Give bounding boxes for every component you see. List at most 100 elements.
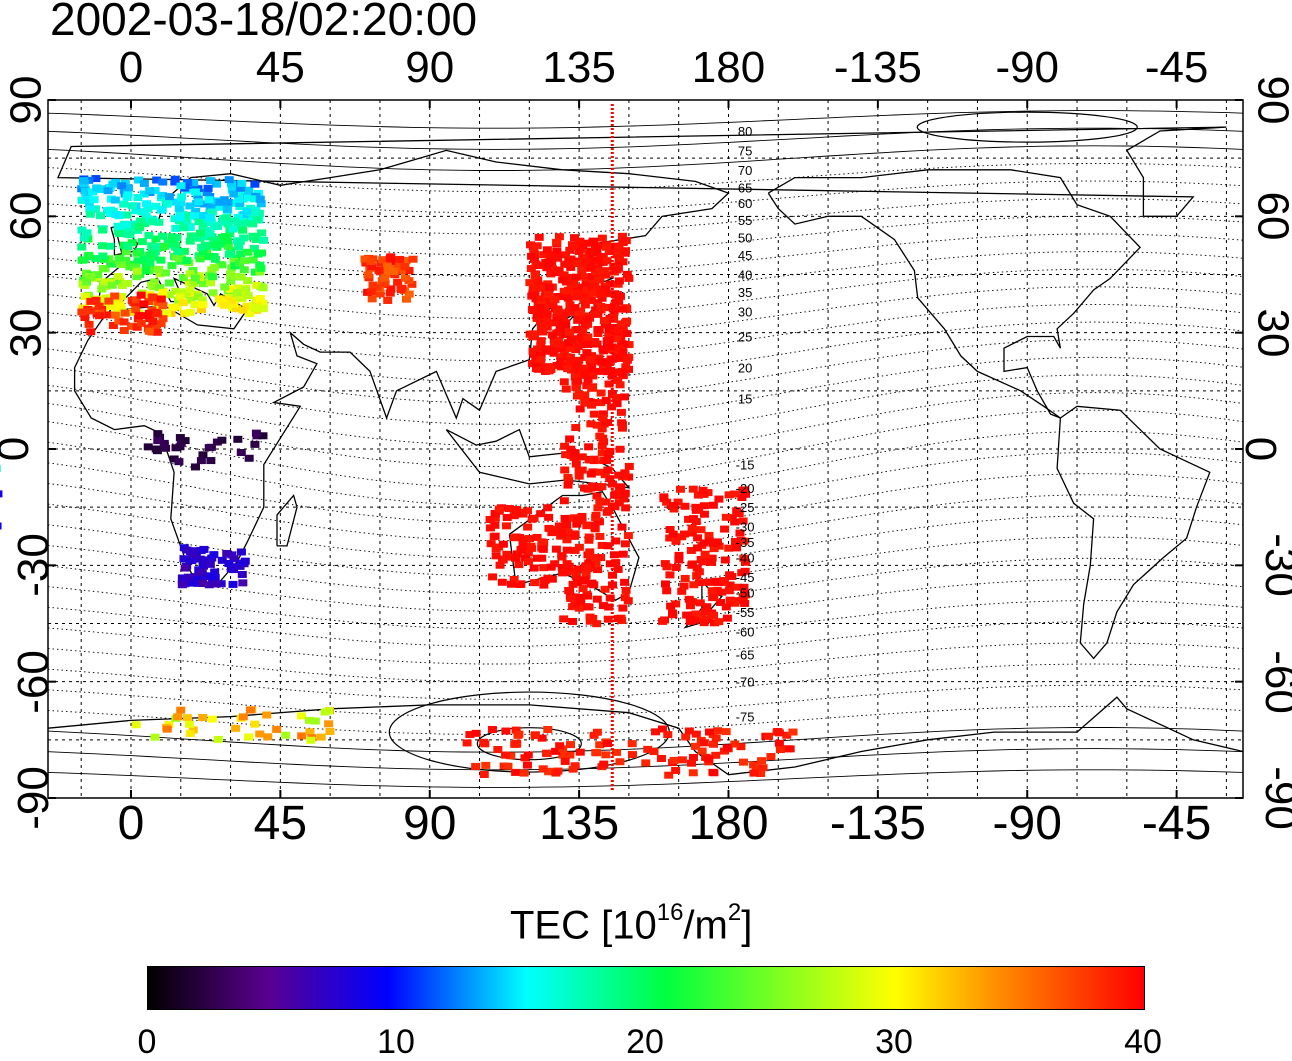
- tec-cell: [699, 739, 709, 747]
- tec-cell: [527, 544, 537, 552]
- tec-cell: [195, 255, 205, 263]
- tec-cell: [127, 239, 137, 247]
- tec-cell: [190, 463, 200, 471]
- tec-cell: [552, 308, 562, 316]
- tec-cell: [561, 451, 571, 459]
- tec-cell: [758, 764, 768, 772]
- tec-cell: [615, 445, 625, 453]
- tec-cell: [250, 305, 260, 313]
- tec-cell: [123, 242, 133, 250]
- tec-cell: [243, 292, 253, 300]
- tec-cell: [756, 769, 766, 777]
- tec-cell: [599, 760, 609, 768]
- tec-cell: [185, 237, 195, 245]
- tec-cell: [595, 497, 605, 505]
- tec-cell: [180, 437, 190, 445]
- tec-cell: [97, 285, 107, 293]
- tec-cell: [620, 578, 630, 586]
- tec-cell: [595, 741, 605, 749]
- tec-cell: [171, 224, 181, 232]
- tec-cell: [192, 233, 202, 241]
- tec-cell: [244, 454, 254, 462]
- tec-cell: [571, 384, 581, 392]
- tec-cell: [226, 277, 236, 285]
- tec-cell: [605, 560, 615, 568]
- tec-cell: [688, 485, 698, 493]
- isoline: [47, 198, 1244, 235]
- tec-cell: [699, 490, 709, 498]
- tec-cell: [156, 256, 166, 264]
- tec-cell: [616, 483, 626, 491]
- tec-cell: [595, 432, 605, 440]
- tec-cell: [205, 230, 215, 238]
- tec-cell: [158, 288, 168, 296]
- tec-cell: [624, 274, 634, 282]
- tec-cell: [131, 721, 141, 729]
- tec-cell: [78, 177, 88, 185]
- tec-cell: [657, 725, 667, 733]
- tec-cell: [679, 530, 689, 538]
- tec-cell: [674, 556, 684, 564]
- tec-cell: [263, 733, 273, 741]
- tec-cell: [215, 198, 225, 206]
- colorbar-tick-label: 0: [137, 1023, 157, 1061]
- tec-cell: [147, 249, 157, 257]
- tec-cell: [204, 253, 214, 261]
- tec-cell: [757, 757, 767, 765]
- tec-cell: [256, 200, 266, 208]
- tec-cell: [739, 583, 749, 591]
- tec-cell: [202, 573, 212, 581]
- tec-cell: [479, 770, 489, 778]
- tec-cell: [687, 561, 697, 569]
- tec-cell: [383, 296, 393, 304]
- tec-cell: [119, 200, 129, 208]
- tec-cell: [622, 270, 632, 278]
- tec-cell: [570, 304, 580, 312]
- tec-cell: [617, 523, 627, 531]
- tec-cell: [105, 303, 115, 311]
- tec-cell: [585, 355, 595, 363]
- tec-cell: [616, 320, 626, 328]
- tec-cell: [217, 436, 227, 444]
- tec-cell: [190, 188, 200, 196]
- tec-cell: [224, 250, 234, 258]
- tec-cell: [80, 314, 90, 322]
- tec-cell: [543, 504, 553, 512]
- tec-cell: [139, 190, 149, 198]
- tec-cell: [258, 300, 268, 308]
- tec-cell: [609, 551, 619, 559]
- tec-cell: [628, 751, 638, 759]
- tec-cell: [90, 205, 100, 213]
- tec-cell: [159, 439, 169, 447]
- contour-label: 80: [738, 124, 752, 139]
- tec-cell: [136, 291, 146, 299]
- tec-cell: [693, 491, 703, 499]
- tec-cell: [180, 564, 190, 572]
- tec-cell: [711, 751, 721, 759]
- tec-cell: [662, 498, 672, 506]
- tec-cell: [252, 281, 262, 289]
- contour-label: -20: [736, 481, 755, 496]
- tec-cell: [100, 278, 110, 286]
- tec-cell: [304, 716, 314, 724]
- tec-cell: [85, 206, 95, 214]
- tec-cell: [593, 566, 603, 574]
- tec-cell: [551, 319, 561, 327]
- tec-cell: [570, 309, 580, 317]
- tec-cell: [144, 231, 154, 239]
- tec-cell: [132, 249, 142, 257]
- tec-cell: [698, 486, 708, 494]
- tec-cell: [173, 248, 183, 256]
- y-tick-label-right: 60: [1248, 191, 1292, 241]
- tec-cell: [306, 736, 316, 744]
- tec-cell: [727, 514, 737, 522]
- tec-cell: [598, 304, 608, 312]
- tec-cell: [123, 280, 133, 288]
- tec-cell: [539, 282, 549, 290]
- tec-cell: [574, 543, 584, 551]
- tec-cell: [325, 727, 335, 735]
- tec-cell: [212, 580, 222, 588]
- tec-cell: [471, 762, 481, 770]
- tec-cell: [92, 184, 102, 192]
- tec-cell: [196, 457, 206, 465]
